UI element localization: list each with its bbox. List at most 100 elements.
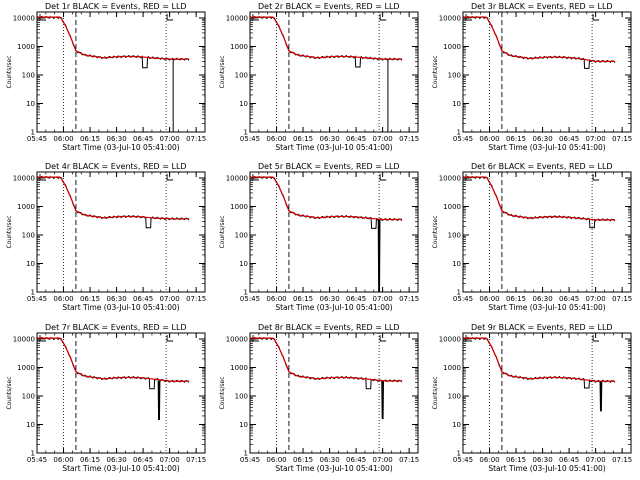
panel-title: Det 4r BLACK = Events, RED = LLD: [45, 162, 187, 171]
y-tick-label: 100: [235, 232, 248, 240]
plot-frame: [249, 11, 419, 133]
start-bracket-marker: [39, 14, 46, 21]
y-tick-label: 1: [244, 450, 248, 458]
x-tick-label: 06:45: [346, 456, 366, 464]
panel-title: Det 8r BLACK = Events, RED = LLD: [258, 323, 400, 332]
x-tick-label: 05:45: [240, 295, 260, 303]
y-tick-label: 1: [457, 289, 461, 297]
y-axis-label: Counts/sec: [432, 55, 439, 88]
panel-title: Det 2r BLACK = Events, RED = LLD: [258, 2, 400, 11]
y-axis-label: Counts/sec: [219, 215, 226, 248]
y-tick-label: 100: [22, 72, 35, 80]
start-bracket-marker: [39, 174, 46, 181]
end-bracket-marker: [379, 14, 387, 21]
y-tick-label: 10000: [439, 15, 461, 23]
plot-frame: [249, 171, 419, 293]
lld-series-line: [463, 176, 616, 221]
x-tick-label: 06:30: [532, 295, 552, 303]
panel-det-6: Det 6r BLACK = Events, RED = LLD Counts/s…: [432, 162, 632, 312]
y-tick-label: 10: [26, 421, 35, 429]
y-axis-label: Counts/sec: [6, 376, 13, 409]
y-tick-label: 1000: [17, 364, 35, 372]
x-tick-label: 07:15: [399, 295, 419, 303]
x-tick-label: 06:30: [106, 135, 126, 143]
y-tick-label: 100: [448, 393, 461, 401]
x-tick-label: 06:00: [266, 295, 286, 303]
y-axis-label: Counts/sec: [219, 376, 226, 409]
y-tick-label: 1: [31, 450, 35, 458]
x-tick-label: 06:30: [532, 135, 552, 143]
start-bracket-marker: [465, 174, 472, 181]
x-tick-label: 06:45: [346, 135, 366, 143]
end-bracket-marker: [592, 335, 600, 342]
x-tick-label: 06:00: [53, 135, 73, 143]
end-bracket-marker: [166, 335, 174, 342]
x-tick-label: 07:15: [612, 295, 632, 303]
y-tick-label: 1: [457, 450, 461, 458]
y-tick-label: 10: [239, 260, 248, 268]
y-tick-label: 1000: [443, 203, 461, 211]
x-tick-label: 07:15: [399, 135, 419, 143]
x-tick-label: 07:15: [612, 135, 632, 143]
lld-series-line: [463, 337, 616, 382]
x-tick-label: 07:15: [399, 456, 419, 464]
x-axis-label: Start Time (03-Jul-10 05:41:00): [275, 464, 392, 473]
x-tick-label: 07:15: [186, 456, 206, 464]
lld-series-line: [250, 337, 403, 382]
y-tick-label: 10: [452, 260, 461, 268]
x-axis-label: Start Time (03-Jul-10 05:41:00): [488, 303, 605, 312]
plot-frame: [36, 171, 206, 293]
plot-frame: [249, 332, 419, 454]
x-tick-label: 06:00: [266, 135, 286, 143]
x-tick-label: 06:00: [479, 295, 499, 303]
x-tick-label: 05:45: [453, 135, 473, 143]
y-tick-label: 10000: [226, 336, 248, 344]
y-tick-label: 10: [452, 100, 461, 108]
y-tick-label: 10000: [13, 175, 35, 183]
x-tick-label: 07:00: [586, 135, 606, 143]
x-tick-label: 06:45: [559, 135, 579, 143]
panel-det-1: Det 1r BLACK = Events, RED = LLD Counts/s…: [6, 2, 206, 152]
x-tick-label: 05:45: [240, 456, 260, 464]
y-tick-label: 1: [31, 129, 35, 137]
x-axis-label: Start Time (03-Jul-10 05:41:00): [488, 143, 605, 152]
x-tick-label: 07:00: [586, 456, 606, 464]
x-tick-label: 06:45: [559, 295, 579, 303]
panel-det-2: Det 2r BLACK = Events, RED = LLD Counts/s…: [219, 2, 419, 152]
plot-frame: [36, 332, 206, 454]
y-tick-label: 1: [244, 129, 248, 137]
y-tick-label: 1000: [230, 203, 248, 211]
x-tick-label: 06:15: [293, 295, 313, 303]
panel-title: Det 6r BLACK = Events, RED = LLD: [471, 162, 613, 171]
end-bracket-marker: [592, 174, 600, 181]
y-tick-label: 1: [244, 289, 248, 297]
y-tick-label: 10000: [226, 15, 248, 23]
x-tick-label: 07:00: [373, 295, 393, 303]
panel-title: Det 7r BLACK = Events, RED = LLD: [45, 323, 187, 332]
x-tick-label: 07:00: [160, 295, 180, 303]
y-tick-label: 1: [31, 289, 35, 297]
x-tick-label: 07:00: [373, 135, 393, 143]
panel-title: Det 9r BLACK = Events, RED = LLD: [471, 323, 613, 332]
y-tick-label: 100: [448, 72, 461, 80]
x-axis-label: Start Time (03-Jul-10 05:41:00): [62, 303, 179, 312]
x-tick-label: 06:00: [479, 456, 499, 464]
x-tick-label: 06:00: [53, 295, 73, 303]
y-tick-label: 100: [235, 72, 248, 80]
x-tick-label: 07:00: [160, 135, 180, 143]
y-tick-label: 10: [26, 260, 35, 268]
x-tick-label: 07:00: [160, 456, 180, 464]
start-bracket-marker: [252, 14, 259, 21]
y-tick-label: 100: [448, 232, 461, 240]
x-tick-label: 06:00: [53, 456, 73, 464]
y-tick-label: 1000: [443, 43, 461, 51]
x-tick-label: 05:45: [453, 456, 473, 464]
x-tick-label: 07:15: [612, 456, 632, 464]
x-tick-label: 06:30: [319, 456, 339, 464]
panel-det-4: Det 4r BLACK = Events, RED = LLD Counts/s…: [6, 162, 206, 312]
lld-series-line: [37, 16, 190, 60]
x-tick-label: 07:15: [186, 295, 206, 303]
panel-det-9: Det 9r BLACK = Events, RED = LLD Counts/s…: [432, 323, 632, 473]
x-tick-label: 06:15: [506, 295, 526, 303]
